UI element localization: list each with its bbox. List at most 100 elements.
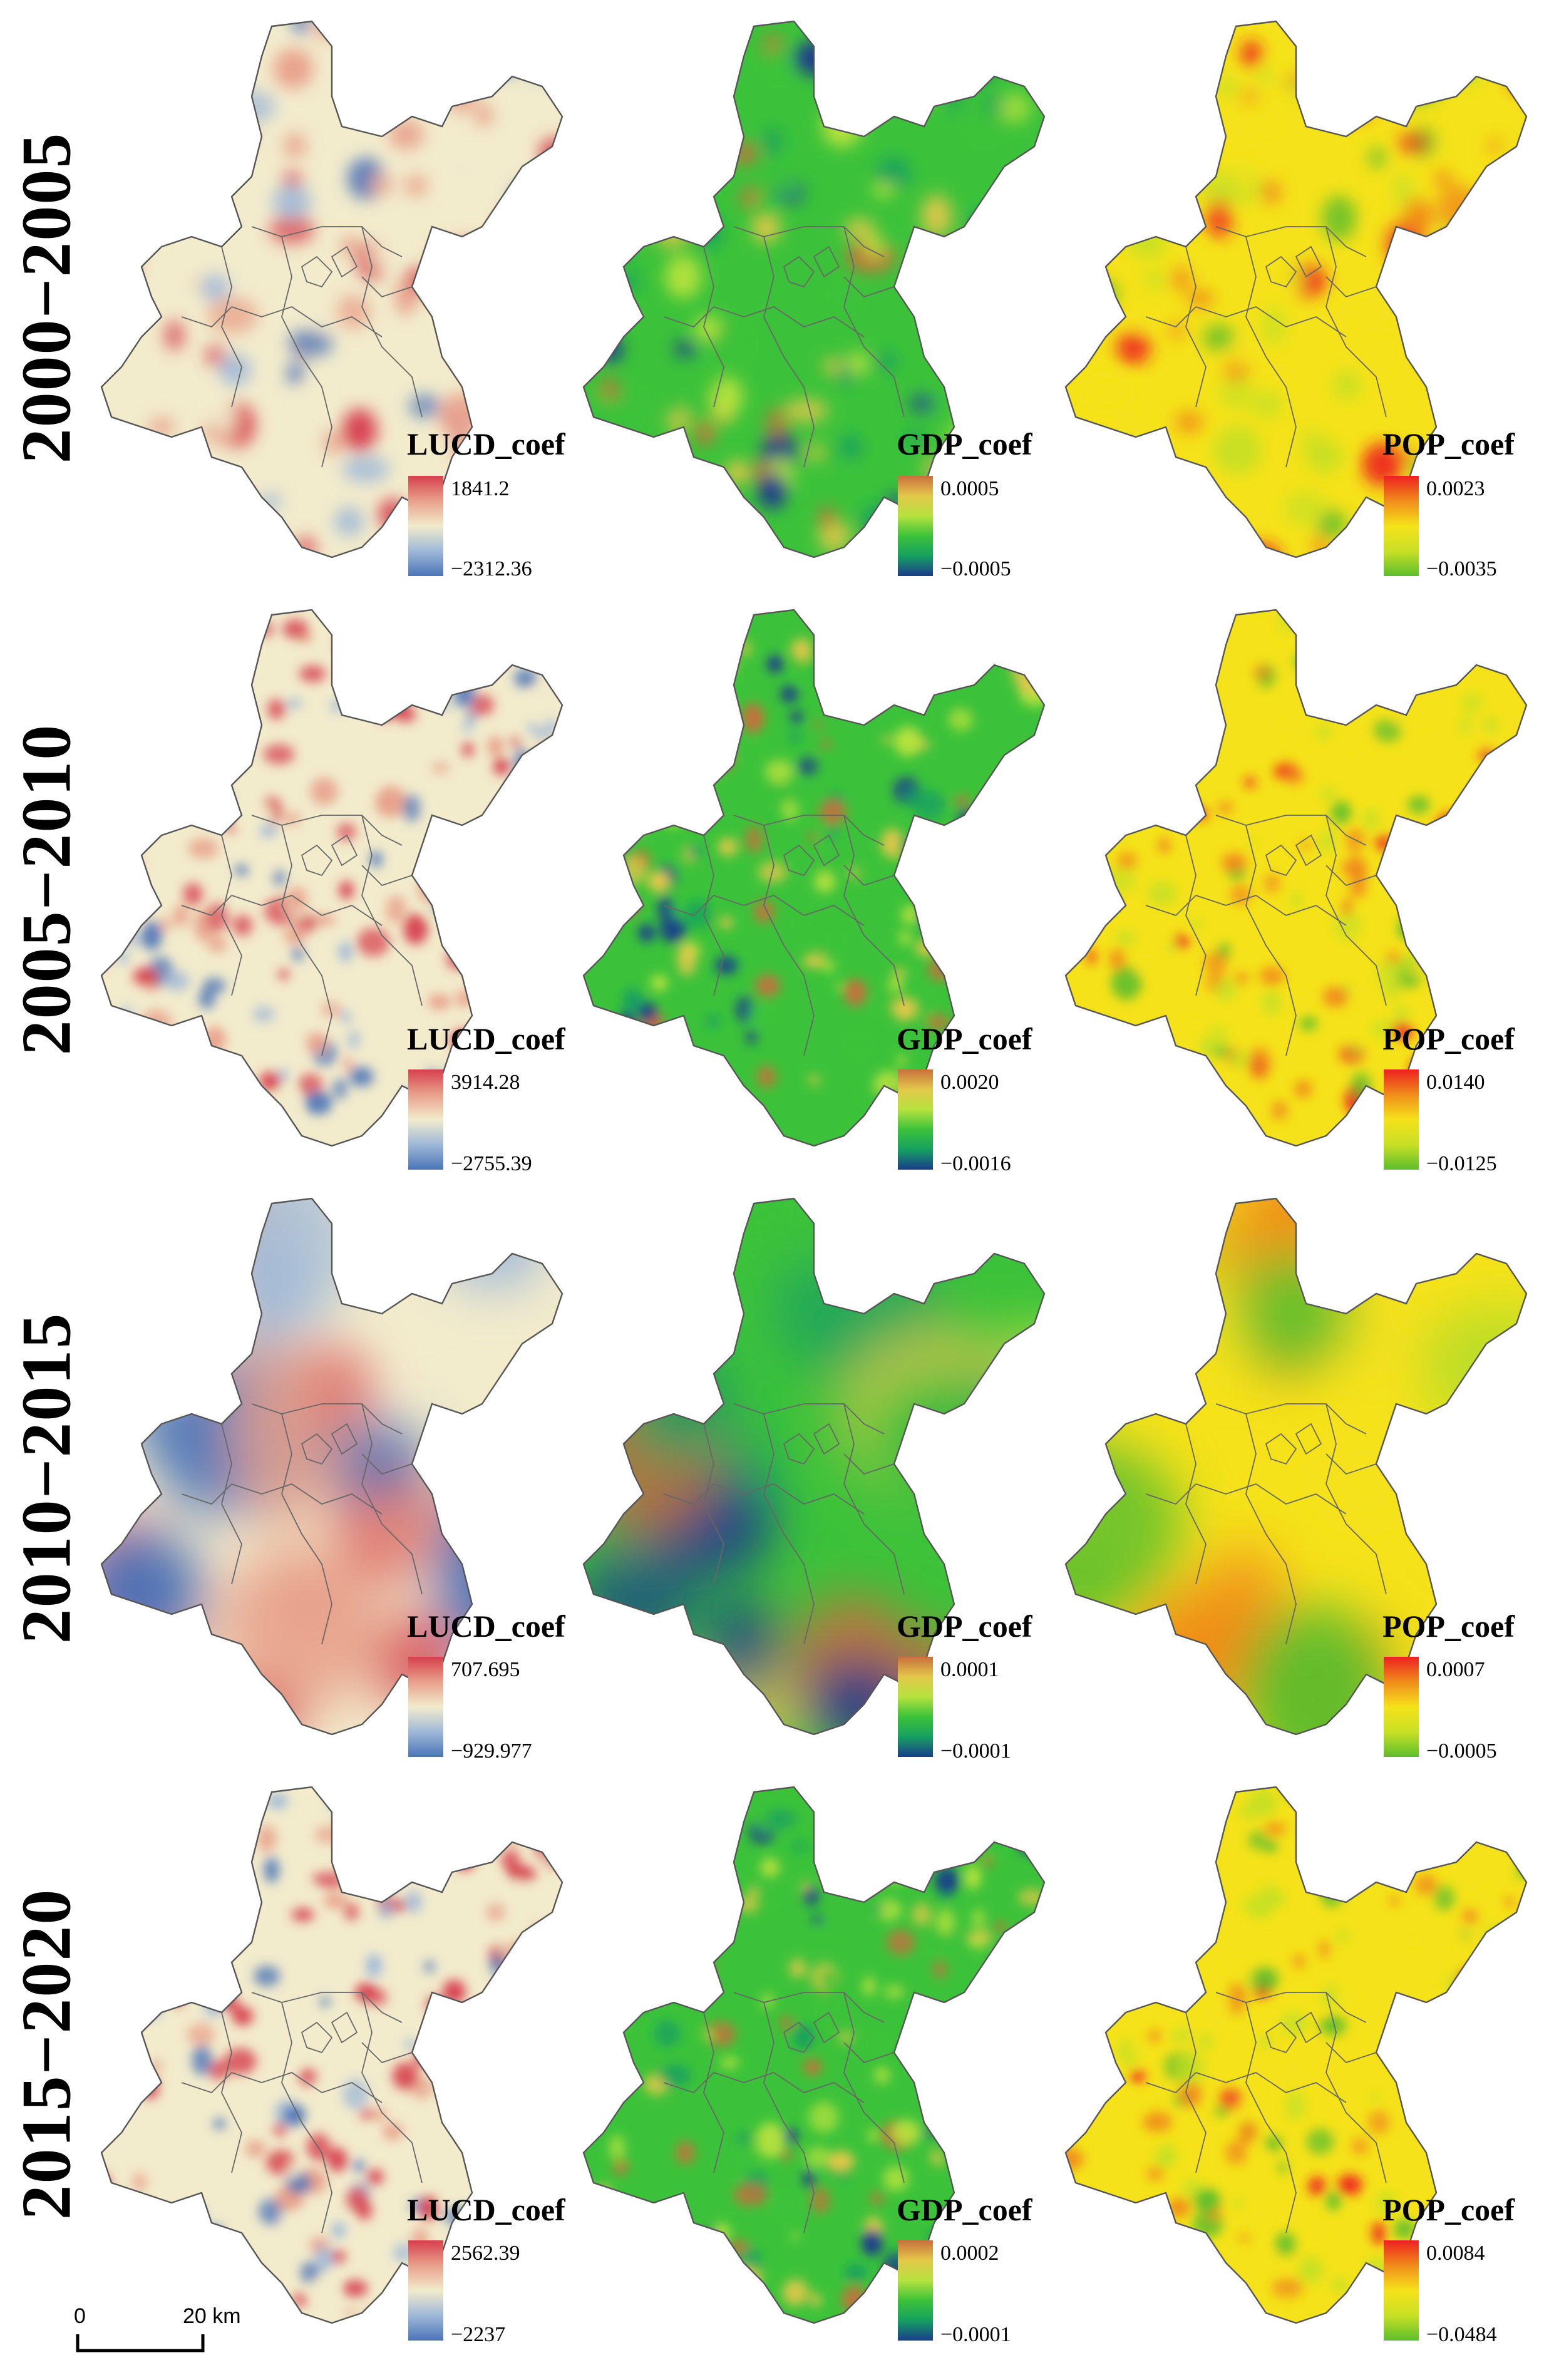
district-boundary [763,236,815,468]
coefficient-surface [584,610,1044,1146]
legend-color-ramp [1384,1069,1419,1170]
district-boundary [763,825,815,1056]
city-outline [582,1786,1046,2324]
legend-title: POP_coef [1382,1021,1515,1056]
map-lucd-2010-2015 [100,1197,564,1736]
legend-min-value: −2755.39 [451,1152,532,1175]
legend-max-value: 0.0084 [1426,2242,1485,2265]
map-lucd-2015-2020 [100,1786,564,2324]
scale-bar-start-label: 0 [74,2304,86,2328]
district-boundary [843,1403,905,1595]
district-boundary [1245,2002,1297,2233]
district-boundary [1295,2011,1322,2044]
district-boundary [1325,815,1387,1006]
district-boundary [1325,276,1377,298]
legend-min-value: −0.0125 [1426,1152,1497,1175]
district-boundary [843,1992,905,2183]
district-boundary [361,226,423,418]
district-boundary [281,1413,332,1645]
legend-color-ramp [898,476,933,576]
district-boundary [331,1423,358,1455]
city-outline [582,609,1046,1147]
legend-min-value: −2237 [451,2323,506,2346]
city-outline [582,1197,1046,1736]
district-boundary [361,1403,423,1595]
district-boundary [1185,2012,1207,2173]
district-boundary [783,1433,815,1465]
district-boundary [763,1413,815,1645]
legend-min-value: −0.0005 [1426,1739,1497,1763]
legend-max-value: 0.0007 [1426,1658,1485,1681]
legend-title: GDP_coef [897,2192,1032,2227]
district-boundary [301,2021,333,2054]
district-boundary [663,895,714,917]
legend-title: GDP_coef [897,1021,1032,1056]
district-boundary [1215,815,1367,846]
district-boundary [361,1992,423,2183]
district-boundary [783,255,815,288]
legend-max-value: 0.0001 [940,1658,999,1681]
district-boundary [1325,2042,1377,2064]
district-boundary [181,306,232,328]
map-pop-2000-2005 [1064,20,1528,559]
district-boundary [1325,1453,1377,1475]
district-boundary [251,1403,403,1435]
district-boundary [713,306,865,337]
district-boundary [1325,1992,1387,2183]
legend-min-value: −0.0484 [1426,2323,1497,2346]
scale-bar [76,2334,205,2352]
district-boundary [281,236,332,468]
district-boundary [713,1483,865,1515]
district-boundary [733,1992,885,2023]
legend-max-value: 2562.39 [451,2242,520,2265]
legend-color-ramp [898,2240,933,2341]
district-boundary [301,844,333,877]
legend-max-value: 3914.28 [451,1071,520,1094]
district-boundary [301,255,333,288]
district-boundary [733,815,885,846]
legend-min-value: −0.0005 [940,557,1011,580]
district-boundary [1245,1413,1297,1645]
district-boundary [1295,834,1322,867]
legend-max-value: 0.0020 [940,1071,999,1094]
map-gdp-2000-2005 [582,20,1046,559]
district-boundary [361,815,423,1006]
legend-color-ramp [898,1069,933,1170]
legend-color-ramp [408,1069,443,1170]
district-boundary [1185,1423,1207,1585]
district-boundary [1215,226,1367,257]
legend-title: LUCD_coef [407,1021,565,1056]
district-boundary [1295,245,1322,278]
district-boundary [703,835,724,996]
map-lucd-2000-2005 [100,20,564,559]
legend-color-ramp [408,1657,443,1757]
legend-min-value: −0.0001 [940,1739,1011,1763]
district-boundary [843,815,905,1006]
city-outline [1064,1197,1528,1736]
district-boundary [1265,2021,1297,2054]
district-boundary [331,245,358,278]
district-boundary [1195,2072,1347,2103]
district-boundary [181,2072,232,2094]
legend-max-value: 0.0005 [940,477,999,500]
map-pop-2015-2020 [1064,1786,1528,2324]
period-label: 2015−2020 [8,1888,86,2220]
legend-title: LUCD_coef [407,426,565,461]
district-boundary [361,1453,413,1475]
district-boundary [843,226,905,418]
district-boundary [1195,306,1347,337]
district-boundary [1185,835,1207,996]
district-boundary [251,815,403,846]
legend-min-value: −2312.36 [451,557,532,580]
district-boundary [1195,1483,1347,1515]
district-boundary [281,2002,332,2233]
district-boundary [181,895,232,917]
legend-color-ramp [1384,476,1419,576]
district-boundary [1145,1483,1196,1505]
district-boundary [703,246,724,408]
district-boundary [1215,1992,1367,2023]
district-boundary [663,306,714,328]
district-boundary [1145,2072,1196,2094]
district-boundary [1325,1403,1387,1595]
